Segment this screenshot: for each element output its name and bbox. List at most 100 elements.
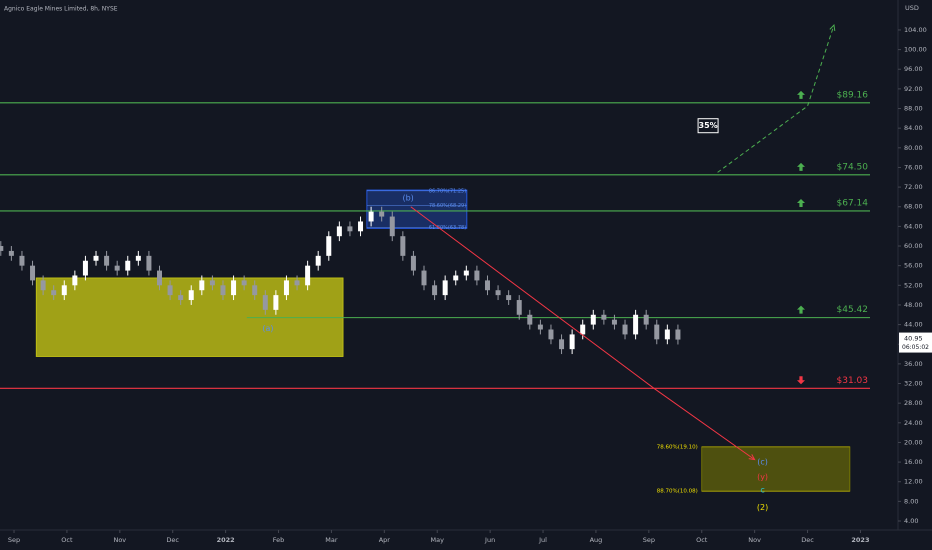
y-tick-label: 92.00 [904,85,923,93]
candle-body [590,314,596,325]
candle-body [643,314,649,325]
candle-body [527,314,533,325]
badge-label: 35% [699,121,718,130]
candle-body [40,280,46,291]
level-label: $89.16 [837,90,869,100]
candle-body [209,280,215,286]
chart-title: Agnico Eagle Mines Limited, 8h, NYSE [4,6,118,13]
candle-body [72,275,78,286]
y-tick-label: 80.00 [904,144,923,152]
zone [701,446,851,492]
level-arrow [797,376,805,385]
candle-body [114,265,120,271]
candle-body [400,236,406,256]
candle-body [474,270,480,281]
candle-body [241,280,247,286]
y-tick-label: 68.00 [904,203,923,211]
wave-label: (y) [757,472,768,481]
trendline [410,206,755,461]
x-tick-label: Dec [801,536,814,544]
candle-body [495,290,501,296]
y-tick-label: 48.00 [904,301,923,309]
y-tick-label: 100.00 [904,46,927,54]
level-label: $67.14 [837,198,869,208]
fib-label: 78.60%(68.29) [429,203,466,209]
y-tick-label: 104.00 [904,26,927,34]
candle-body [358,221,364,232]
candle-body [273,295,279,310]
y-tick-label: 44.00 [904,321,923,329]
candle-body [262,295,268,310]
level-arrow [797,198,805,207]
trendline-head [829,23,836,32]
candle-body [463,270,469,276]
candle-body [0,246,4,251]
y-tick-label: 24.00 [904,419,923,427]
x-tick-label: Sep [643,536,655,544]
price-tag-label: 40.95 [904,335,923,343]
candle-body [199,280,205,291]
y-tick-label: 56.00 [904,262,923,270]
y-tick-label: 12.00 [904,478,923,486]
wave-label: (a) [262,324,273,333]
candle-body [220,285,226,296]
candle-body [389,216,395,237]
x-tick-label: Oct [696,536,708,544]
x-tick-label: 2023 [851,536,869,544]
y-tick-label: 88.00 [904,105,923,113]
wave-label: (c) [757,458,768,467]
candle-body [611,319,617,325]
y-tick-label: 36.00 [904,360,923,368]
level-label: $31.03 [837,376,869,386]
candle-body [368,211,374,222]
x-tick-label: Mar [325,536,338,544]
x-tick-label: Nov [113,536,126,544]
candle-body [315,255,321,266]
candle-body [104,255,110,266]
wave-label: (2) [757,503,768,512]
candle-body [548,329,554,340]
candle-body [252,285,258,296]
badge-box [697,118,719,134]
y-tick-label: 32.00 [904,380,923,388]
candle-body [410,255,416,271]
candle-body [135,255,141,261]
x-tick-label: Nov [748,536,761,544]
y-tick-label: 28.00 [904,399,923,407]
y-tick-label: 96.00 [904,65,923,73]
price-tag [899,332,932,353]
candle-body [167,285,173,296]
y-tick-label: 4.00 [904,517,918,525]
trendline-head [748,454,756,461]
level-label: $45.42 [837,305,869,315]
candle-body [19,255,25,266]
candle-body [294,280,300,286]
x-tick-label: Oct [61,536,73,544]
zone [366,189,468,229]
candle-body [93,255,99,261]
candle-body [421,270,427,286]
candle-body [569,334,575,350]
candle-body [326,236,332,256]
candle-body [622,324,628,335]
candle-body [8,250,14,256]
candle-body [537,324,543,330]
candle-body [559,339,565,350]
y-tick-label: 60.00 [904,242,923,250]
candle-body [188,290,194,301]
candle-body [664,329,670,340]
fib-label: 61.80%(63.78) [429,225,466,231]
candle-body [51,290,57,296]
candle-body [442,280,448,296]
candle-body [601,314,607,320]
candle-body [61,285,67,296]
fib-label: 86.70%(71.25) [429,188,466,194]
candle-body [633,314,639,335]
level-label: $74.50 [837,162,869,172]
trendline [717,24,835,173]
candle-body [125,260,131,271]
candle-body [675,329,681,340]
y-tick-label: 64.00 [904,222,923,230]
candle-body [516,300,522,315]
